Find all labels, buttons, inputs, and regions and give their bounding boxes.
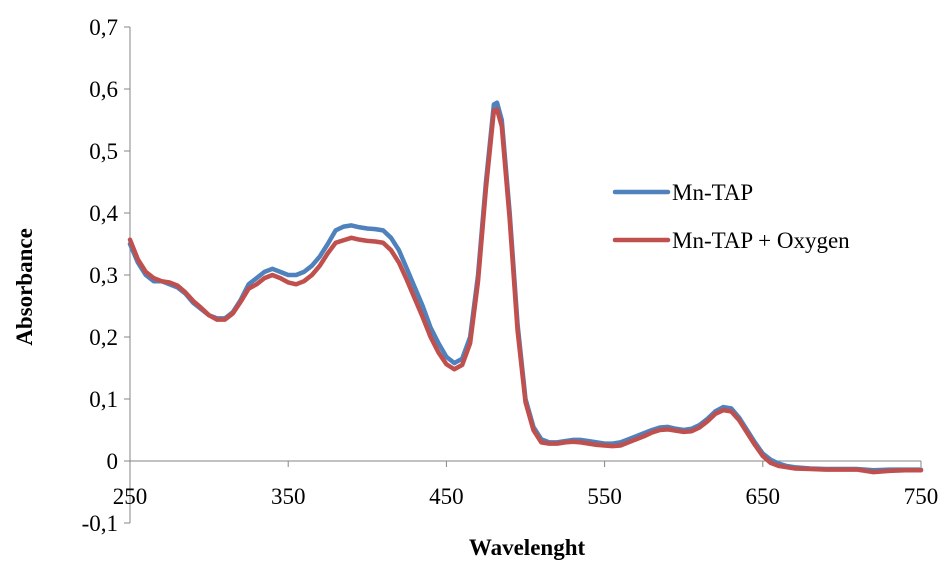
y-tick-label: -0,1 — [82, 511, 118, 536]
y-tick-label: 0,2 — [89, 325, 118, 350]
legend: Mn-TAP Mn-TAP + Oxygen — [612, 180, 850, 253]
x-tick-label: 350 — [271, 484, 306, 509]
plot-area: -0,1 0 0,1 0,2 0,3 0,4 0,5 0,6 0,7 250 350 450 550 65… — [82, 15, 939, 536]
x-tick-label: 250 — [113, 484, 148, 509]
y-tick-label: 0,1 — [89, 387, 118, 412]
y-axis-title: Absorbance — [12, 228, 37, 346]
legend-label-1: Mn-TAP — [672, 180, 753, 205]
y-tick-label: 0,3 — [89, 263, 118, 288]
y-tick-label: 0,4 — [89, 201, 118, 226]
series-layer — [127, 100, 924, 475]
y-tick-label: 0,5 — [89, 139, 118, 164]
x-tick-label: 750 — [904, 484, 939, 509]
y-tick-label: 0 — [107, 449, 119, 474]
series-line-2 — [127, 107, 924, 475]
y-tick-label: 0,6 — [89, 77, 118, 102]
x-tick-label: 550 — [587, 484, 622, 509]
x-axis-title: Wavelenght — [469, 535, 586, 560]
legend-label-2: Mn-TAP + Oxygen — [672, 228, 850, 253]
x-tick-label: 450 — [429, 484, 464, 509]
y-tick-label: 0,7 — [89, 15, 118, 40]
x-tick-label: 650 — [746, 484, 781, 509]
